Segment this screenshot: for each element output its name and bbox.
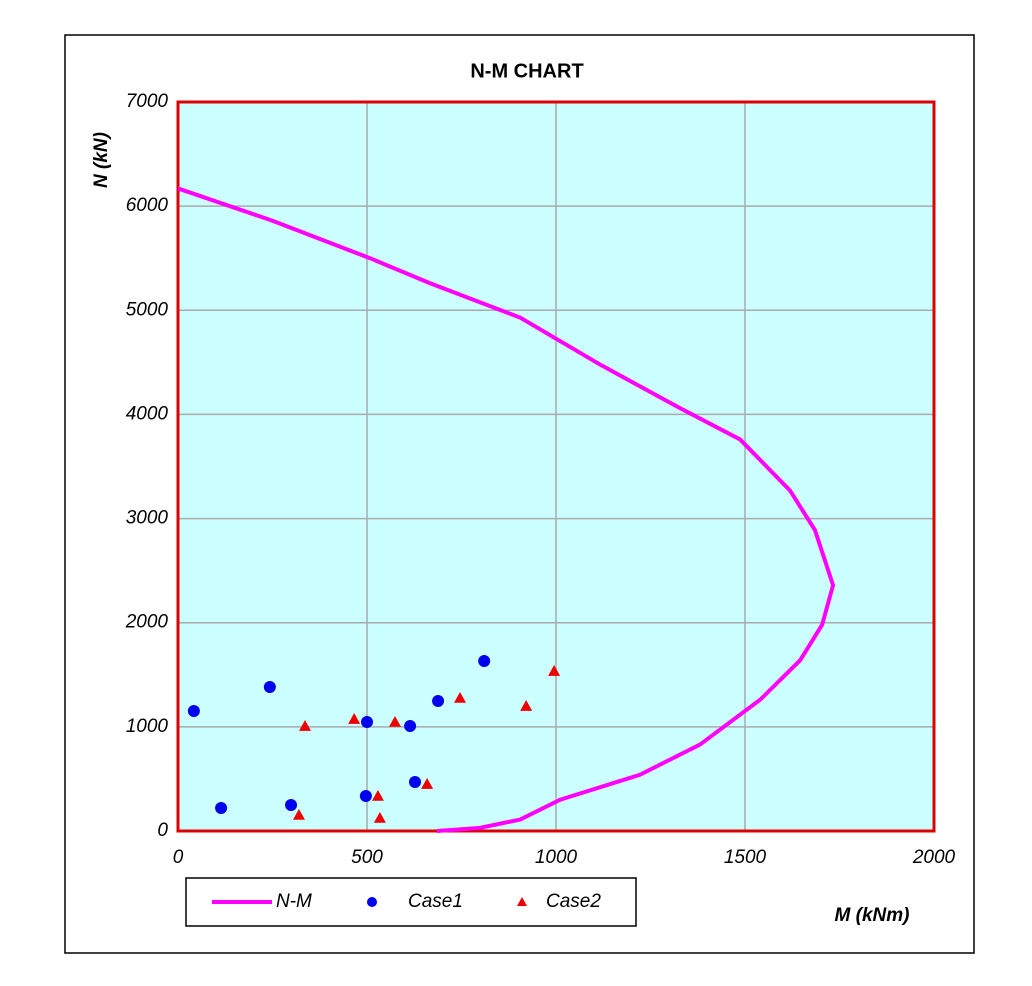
case-point <box>421 778 434 789</box>
plot-frame <box>176 100 936 833</box>
legend-swatch <box>517 897 527 906</box>
case-point <box>361 715 373 728</box>
legend-label: N-M <box>276 891 312 912</box>
x-tick-label: 0 <box>173 847 184 868</box>
legend-label: Case1 <box>408 891 463 912</box>
y-tick-label: 5000 <box>126 299 169 320</box>
n-m-curve <box>177 186 836 833</box>
case-point <box>348 713 361 724</box>
case-point <box>299 720 312 731</box>
y-axis-label: N (kN) <box>91 132 112 188</box>
y-tick-label: 4000 <box>126 403 169 424</box>
y-tick-label: 2000 <box>125 612 169 633</box>
x-tick-label: 2000 <box>912 847 956 868</box>
y-tick-label: 3000 <box>126 508 169 529</box>
case-point <box>371 790 384 801</box>
y-tick-label: 7000 <box>126 91 169 112</box>
x-tick-label: 1000 <box>535 847 578 868</box>
x-axis-label: M (kNm) <box>835 905 910 926</box>
case-point <box>409 775 422 788</box>
y-tick-label: 1000 <box>126 716 169 737</box>
case-point <box>453 692 466 703</box>
case-point <box>285 798 298 811</box>
case-point <box>404 720 417 733</box>
legend-label: Case2 <box>546 891 601 912</box>
case-point <box>263 680 276 693</box>
case-point <box>373 811 386 823</box>
case-point <box>292 808 305 820</box>
case-point <box>187 705 200 718</box>
case-point <box>478 655 491 668</box>
case-point <box>388 715 401 727</box>
case-point <box>520 700 533 711</box>
case-point <box>432 695 445 708</box>
chart-title: N-M CHART <box>470 60 583 82</box>
case-point <box>548 665 561 676</box>
case-point <box>359 790 372 803</box>
y-tick-label: 6000 <box>126 195 169 216</box>
x-tick-label: 1500 <box>724 847 767 868</box>
legend-swatch <box>367 897 377 907</box>
y-tick-label: 0 <box>157 820 168 841</box>
x-tick-label: 500 <box>351 847 383 868</box>
case-point <box>215 801 228 814</box>
